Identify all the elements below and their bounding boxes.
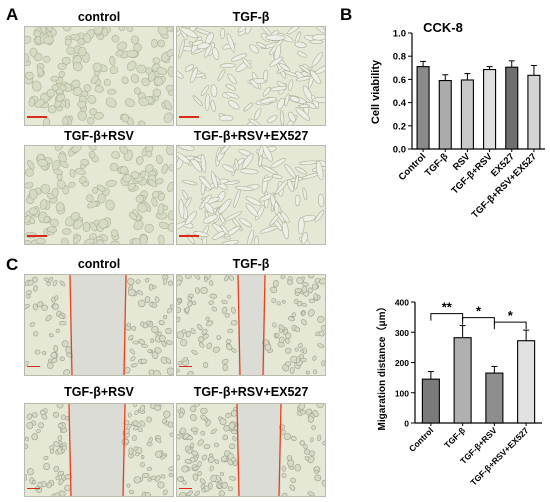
migration-bar-chart: Migaration distance（μm） 0 100 200 300 400 Con… — [375, 298, 542, 488]
cck8-bar-chart: CCK-8 Cell viability 0.0 0.2 0.4 0.6 0.8 1.0 C… — [370, 20, 545, 221]
panel-a-caption-tgfb-rsv-ex527: TGF-β+RSV+EX527 — [193, 129, 309, 143]
y-axis-label: Cell viability — [370, 59, 382, 124]
bar — [505, 66, 519, 150]
y-tick-label: 0 — [404, 419, 409, 429]
scale-bar — [27, 235, 47, 237]
x-tick-label: Control — [397, 151, 429, 183]
significance-bracket — [493, 321, 527, 330]
bar — [460, 79, 474, 150]
y-tick-label: 400 — [395, 298, 409, 308]
scale-bar — [27, 116, 47, 118]
x-tick-label: TGF-β+RSV — [449, 151, 495, 197]
bar — [483, 68, 497, 150]
panel-label-c: C — [6, 255, 19, 274]
scale-bar — [27, 366, 40, 367]
bar — [527, 74, 541, 150]
panel-c-caption-tgfb-rsv-ex527: TGF-β+RSV+EX527 — [193, 385, 309, 399]
y-tick-label: 100 — [395, 388, 409, 398]
y-tick-label: 1.0 — [393, 29, 406, 40]
wound-image-control — [24, 274, 174, 376]
panel-c-caption-control: control — [77, 257, 121, 271]
significance-marker: ** — [442, 300, 453, 315]
y-tick-label: 0.4 — [393, 98, 407, 109]
chart-title: CCK-8 — [423, 20, 463, 35]
y-tick-label: 0.6 — [393, 75, 406, 86]
wound-image-tgfb-rsv-ex527 — [176, 403, 326, 497]
scale-bar — [27, 488, 40, 489]
x-tick-label: TGF-β — [423, 151, 451, 179]
bar — [517, 340, 536, 424]
bar — [416, 66, 430, 150]
scale-bar — [179, 116, 199, 118]
y-axis-label: Migaration distance（μm） — [375, 302, 388, 431]
significance-bracket — [430, 313, 464, 321]
panel-a-caption-tgfb: TGF-β — [232, 10, 270, 24]
y-tick-label: 300 — [395, 328, 409, 338]
panel-a-caption-control: control — [77, 10, 121, 24]
scale-bar — [179, 366, 192, 367]
x-tick-label: TGF-β — [442, 425, 467, 450]
scale-bar — [179, 488, 192, 489]
bar — [421, 378, 440, 424]
micrograph-control — [24, 26, 174, 126]
panel-label-b: B — [340, 5, 353, 24]
micrograph-tgfb-rsv — [24, 145, 174, 245]
significance-bracket — [462, 317, 495, 325]
y-tick-label: 0.0 — [393, 145, 406, 156]
panel-label-a: A — [6, 5, 19, 24]
bar — [453, 337, 472, 424]
significance-marker: * — [508, 308, 514, 323]
scale-bar — [179, 235, 199, 237]
wound-image-tgfb — [176, 274, 326, 376]
y-tick-label: 200 — [395, 358, 409, 368]
y-tick-label: 0.8 — [393, 52, 406, 63]
panel-a-caption-tgfb-rsv: TGF-β+RSV — [64, 129, 134, 143]
micrograph-tgfb-rsv-ex527 — [176, 145, 326, 245]
wound-image-tgfb-rsv — [24, 403, 174, 497]
x-tick-label: TGF-β+RSV+EX527 — [468, 425, 530, 487]
x-tick-label: Control — [407, 425, 435, 453]
bar — [485, 372, 504, 424]
significance-marker: * — [476, 304, 482, 319]
panel-c-caption-tgfb: TGF-β — [232, 257, 270, 271]
panel-c-caption-tgfb-rsv: TGF-β+RSV — [64, 385, 134, 399]
micrograph-tgfb — [176, 26, 326, 126]
bar — [438, 80, 452, 150]
y-tick-label: 0.2 — [393, 121, 406, 132]
